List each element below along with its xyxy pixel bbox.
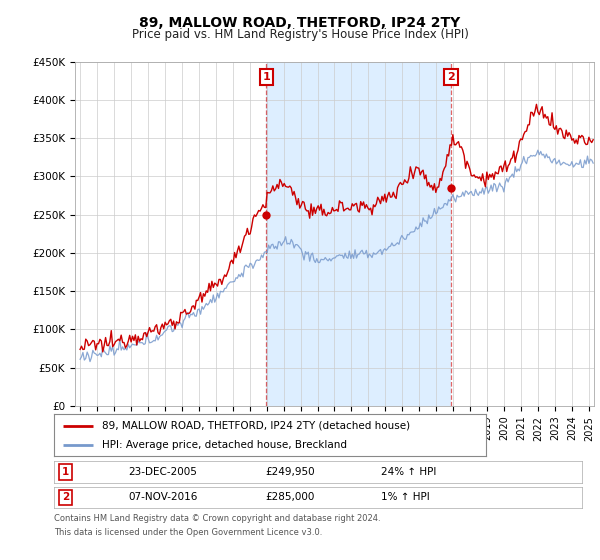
Text: Contains HM Land Registry data © Crown copyright and database right 2024.: Contains HM Land Registry data © Crown c…	[54, 514, 380, 523]
Text: 07-NOV-2016: 07-NOV-2016	[128, 492, 197, 502]
Text: 89, MALLOW ROAD, THETFORD, IP24 2TY (detached house): 89, MALLOW ROAD, THETFORD, IP24 2TY (det…	[101, 421, 410, 431]
Text: 89, MALLOW ROAD, THETFORD, IP24 2TY: 89, MALLOW ROAD, THETFORD, IP24 2TY	[139, 16, 461, 30]
Bar	[266, 62, 451, 406]
Text: 24% ↑ HPI: 24% ↑ HPI	[382, 467, 437, 477]
Text: 2: 2	[447, 72, 455, 82]
Text: HPI: Average price, detached house, Breckland: HPI: Average price, detached house, Brec…	[101, 440, 347, 450]
Text: 1: 1	[62, 467, 69, 477]
Text: Price paid vs. HM Land Registry's House Price Index (HPI): Price paid vs. HM Land Registry's House …	[131, 28, 469, 41]
Text: 1: 1	[262, 72, 270, 82]
Text: 2: 2	[62, 492, 69, 502]
Text: £249,950: £249,950	[265, 467, 315, 477]
Text: This data is licensed under the Open Government Licence v3.0.: This data is licensed under the Open Gov…	[54, 528, 322, 537]
Text: 1% ↑ HPI: 1% ↑ HPI	[382, 492, 430, 502]
Text: 23-DEC-2005: 23-DEC-2005	[128, 467, 197, 477]
Text: £285,000: £285,000	[265, 492, 314, 502]
